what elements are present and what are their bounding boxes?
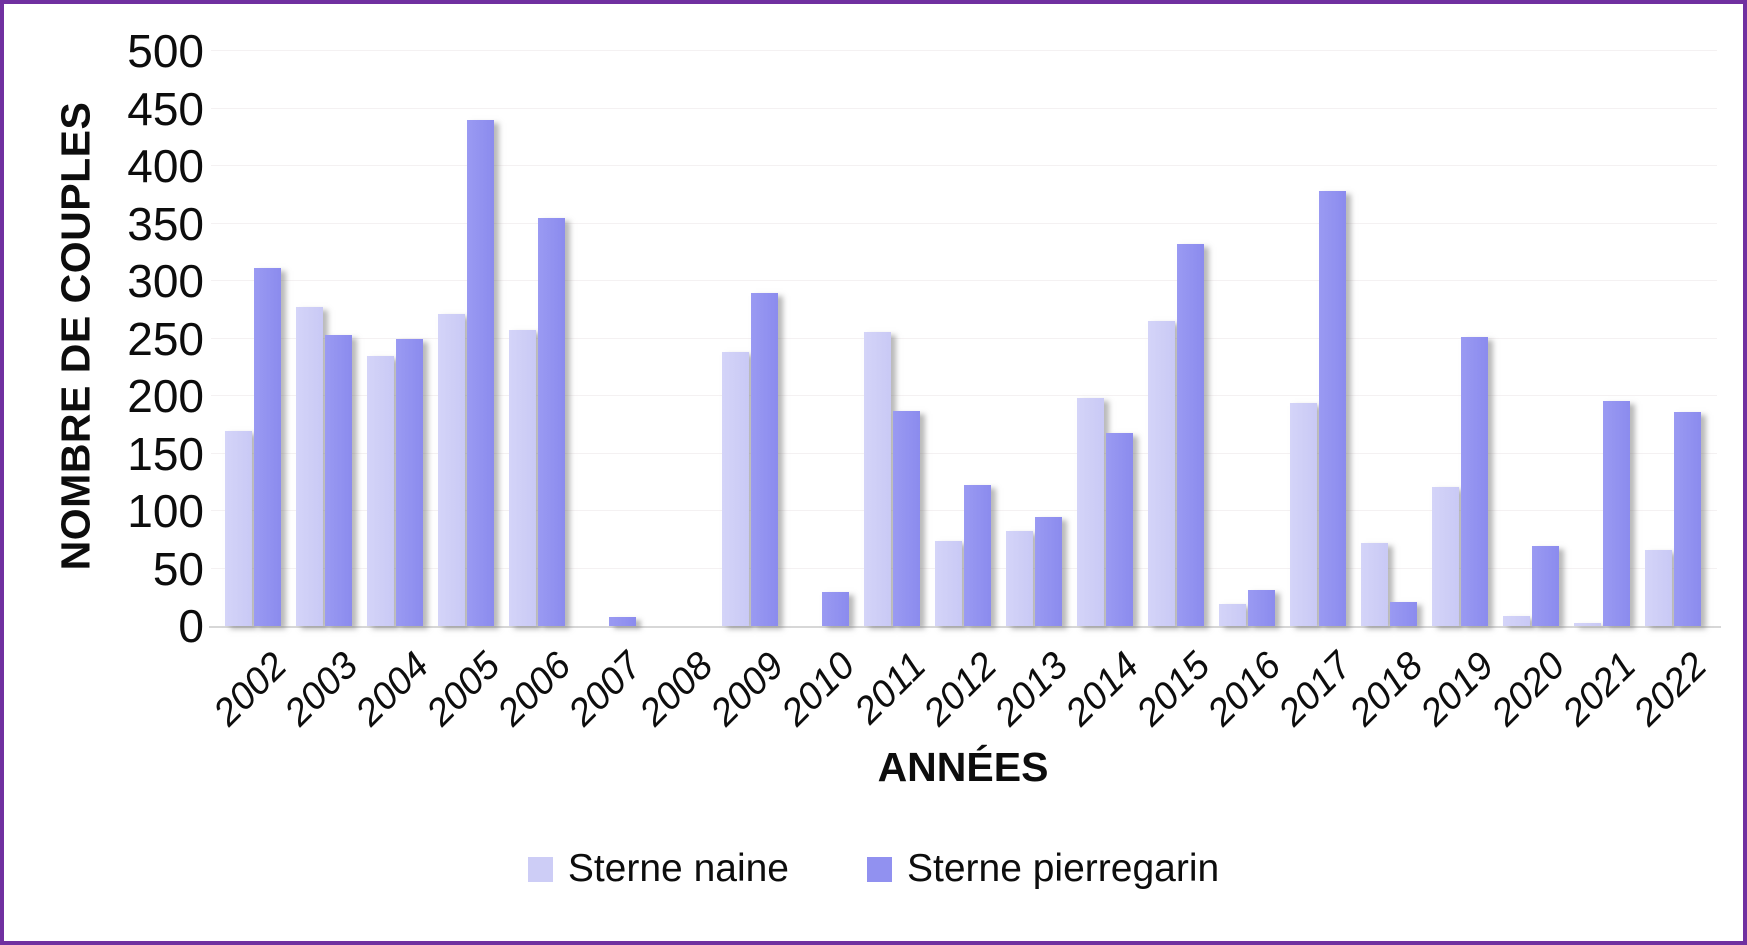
- legend-label: Sterne pierregarin: [907, 847, 1220, 890]
- bar-sterne-pierregarin-2002: [253, 268, 281, 626]
- x-axis-title: ANNÉES: [877, 744, 1049, 790]
- bar-sterne-naine-2019: [1432, 486, 1460, 626]
- plot-area: [209, 50, 1721, 628]
- gridline-150: [211, 452, 1717, 454]
- bar-sterne-pierregarin-2022: [1674, 412, 1702, 626]
- y-tick-label-250: 250: [127, 312, 204, 365]
- bar-sterne-naine-2015: [1148, 321, 1176, 626]
- bar-group-2014: [1070, 398, 1141, 626]
- bar-sterne-pierregarin-2018: [1390, 601, 1418, 626]
- bar-sterne-naine-2018: [1361, 543, 1389, 626]
- bar-sterne-naine-2013: [1006, 530, 1034, 626]
- bar-group-2021: [1567, 400, 1638, 626]
- bar-sterne-pierregarin-2011: [892, 410, 920, 626]
- y-tick-label-150: 150: [127, 427, 204, 480]
- bar-group-2007: [572, 616, 643, 626]
- legend: Sterne naine Sterne pierregarin: [4, 847, 1743, 891]
- x-axis-line: [209, 626, 1721, 628]
- bar-group-2015: [1141, 244, 1212, 626]
- bar-group-2012: [927, 484, 998, 626]
- legend-swatch-icon: [867, 856, 892, 882]
- gridline-200: [211, 395, 1717, 396]
- legend-swatch-icon: [527, 856, 553, 882]
- bar-sterne-naine-2006: [508, 330, 536, 626]
- y-tick-label-100: 100: [127, 485, 204, 537]
- bar-sterne-pierregarin-2007: [608, 616, 636, 626]
- bar-sterne-pierregarin-2012: [963, 484, 991, 626]
- bar-group-2002: [217, 268, 288, 626]
- bar-sterne-pierregarin-2003: [324, 335, 352, 626]
- gridline-250: [211, 337, 1717, 339]
- x-axis-tick-labels: 2002 2003 2004 2005 2006 2007 2008 2009 2010 2011…: [205, 626, 1715, 756]
- legend-item-sterne-naine: Sterne naine: [527, 847, 789, 891]
- bar-sterne-naine-2002: [224, 430, 252, 626]
- bar-sterne-naine-2021: [1574, 622, 1602, 626]
- bar-group-2006: [501, 217, 572, 626]
- y-axis-tick-labels: 0 50 100 150 200 250 300 350 400 450 500: [4, 28, 204, 649]
- bar-group-2013: [999, 516, 1070, 626]
- bar-sterne-naine-2016: [1219, 604, 1247, 626]
- bar-sterne-naine-2004: [366, 355, 394, 626]
- y-tick-label-300: 300: [127, 255, 204, 307]
- bar-group-2011: [856, 331, 927, 626]
- y-tick-label-500: 500: [127, 25, 204, 77]
- bar-group-2009: [714, 292, 785, 626]
- bar-sterne-pierregarin-2015: [1177, 244, 1205, 626]
- bar-sterne-pierregarin-2014: [1106, 432, 1134, 626]
- bar-sterne-naine-2011: [863, 331, 891, 626]
- bar-group-2003: [288, 307, 359, 626]
- bar-sterne-pierregarin-2013: [1035, 516, 1063, 626]
- bar-group-2017: [1283, 191, 1354, 626]
- bar-sterne-pierregarin-2020: [1532, 545, 1560, 626]
- bar-sterne-naine-2012: [934, 540, 962, 626]
- y-tick-label-450: 450: [127, 82, 204, 135]
- bar-group-2004: [359, 338, 430, 626]
- bar-sterne-naine-2005: [437, 314, 465, 626]
- bar-sterne-pierregarin-2010: [821, 591, 849, 626]
- bar-sterne-pierregarin-2016: [1248, 590, 1276, 626]
- gridline-300: [211, 280, 1717, 281]
- bar-group-2020: [1496, 545, 1567, 626]
- gridline-450: [211, 107, 1717, 109]
- bar-sterne-pierregarin-2017: [1319, 191, 1347, 626]
- bar-sterne-pierregarin-2004: [395, 338, 423, 626]
- y-tick-label-50: 50: [152, 542, 204, 595]
- y-tick-label-0: 0: [178, 600, 204, 652]
- bar-sterne-naine-2003: [295, 307, 323, 626]
- bar-sterne-pierregarin-2019: [1461, 337, 1489, 626]
- bar-group-2018: [1354, 543, 1425, 626]
- bar-group-2016: [1212, 590, 1283, 626]
- bar-sterne-naine-2014: [1077, 398, 1105, 626]
- bar-sterne-naine-2022: [1645, 550, 1673, 626]
- bar-group-2022: [1638, 412, 1709, 626]
- bar-sterne-naine-2020: [1503, 615, 1531, 626]
- bar-sterne-pierregarin-2021: [1603, 400, 1631, 626]
- bar-group-2019: [1425, 337, 1496, 626]
- y-tick-label-350: 350: [127, 197, 204, 250]
- bar-group-2010: [785, 591, 856, 626]
- bar-sterne-pierregarin-2006: [537, 217, 565, 626]
- legend-item-sterne-pierregarin: Sterne pierregarin: [867, 847, 1219, 891]
- gridline-350: [211, 222, 1717, 224]
- bar-sterne-pierregarin-2009: [750, 292, 778, 626]
- bar-sterne-naine-2017: [1290, 402, 1318, 626]
- gridline-400: [211, 165, 1717, 166]
- bar-sterne-naine-2009: [721, 352, 749, 626]
- y-tick-label-200: 200: [127, 370, 204, 422]
- gridline-500: [211, 50, 1717, 51]
- y-tick-label-400: 400: [127, 140, 204, 192]
- bar-group-2005: [430, 120, 501, 626]
- bar-sterne-pierregarin-2005: [466, 120, 494, 626]
- legend-label: Sterne naine: [567, 847, 789, 890]
